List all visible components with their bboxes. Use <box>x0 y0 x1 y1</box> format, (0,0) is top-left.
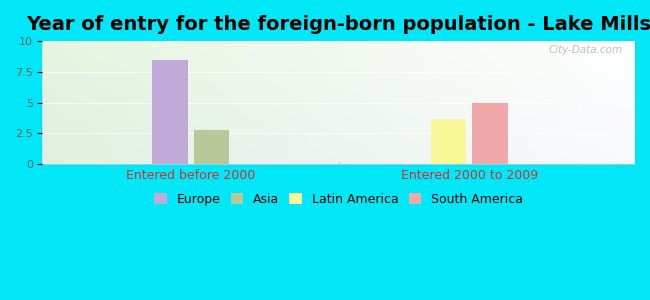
Text: City-Data.com: City-Data.com <box>549 45 623 55</box>
Title: Year of entry for the foreign-born population - Lake Mills: Year of entry for the foreign-born popul… <box>26 15 650 34</box>
Bar <box>472 103 508 164</box>
Bar <box>430 119 466 164</box>
Bar <box>194 130 229 164</box>
Legend: Europe, Asia, Latin America, South America: Europe, Asia, Latin America, South Ameri… <box>151 189 527 210</box>
Bar <box>152 60 188 164</box>
